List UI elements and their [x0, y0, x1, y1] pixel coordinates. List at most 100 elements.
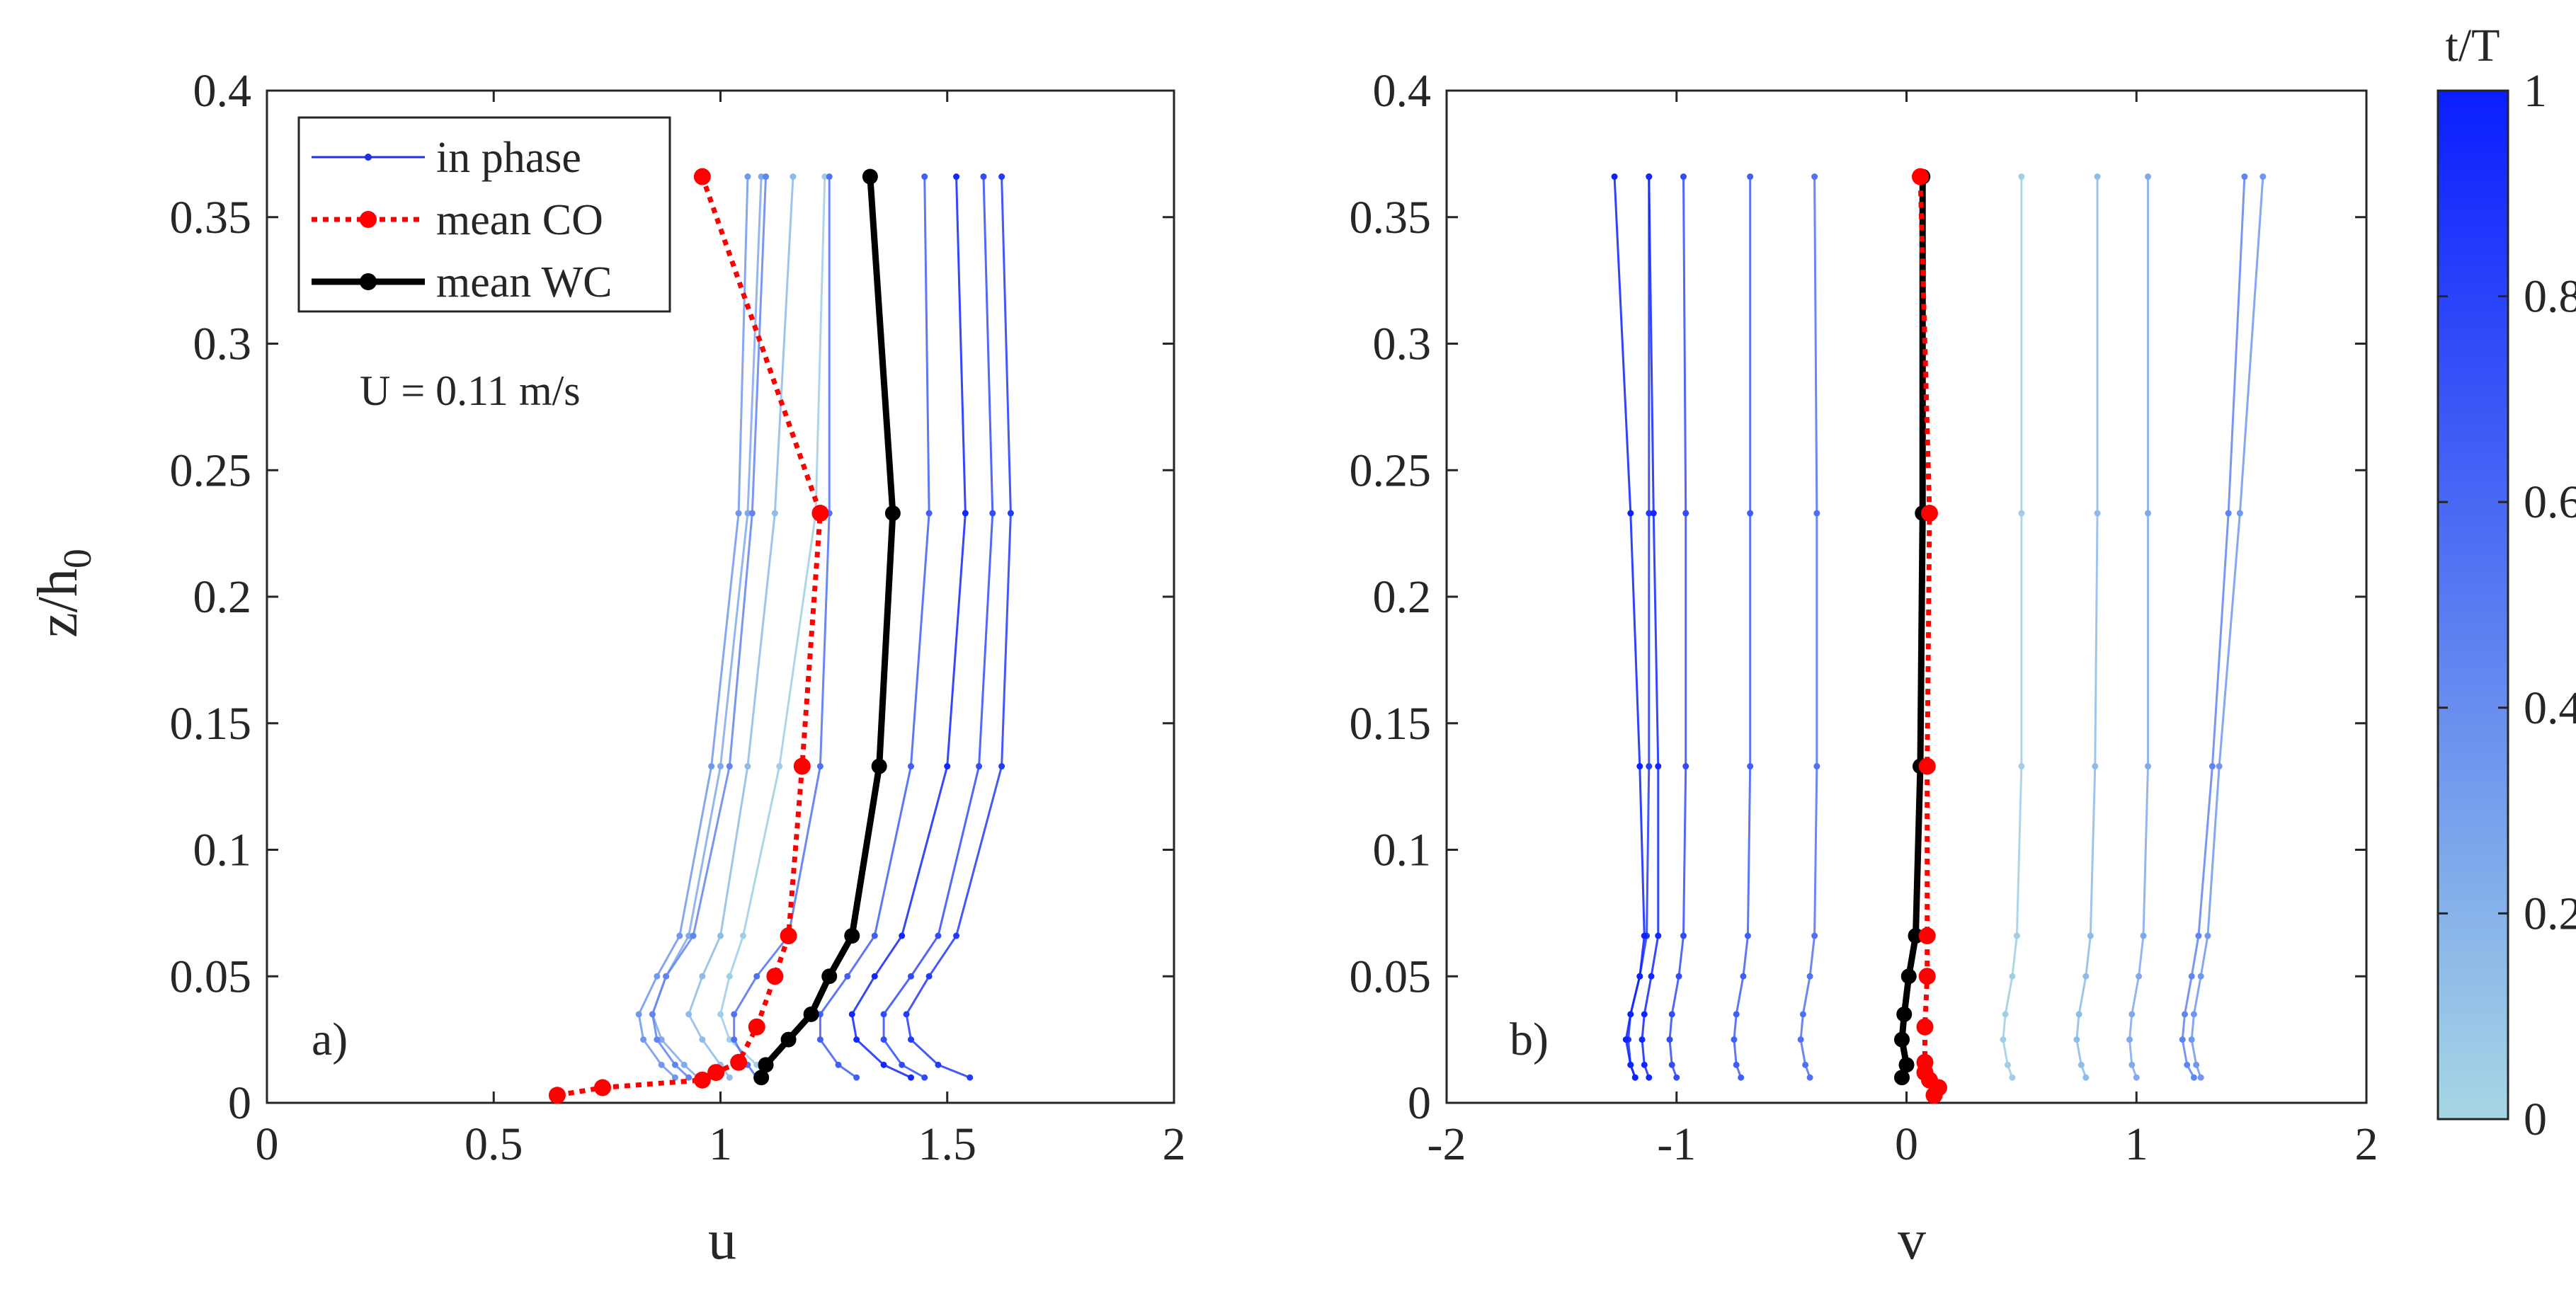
panel-b-phase-point	[2078, 1061, 2085, 1068]
panel-a-phase-point	[744, 510, 751, 517]
panel-b-phase-point	[1747, 173, 1754, 181]
panel-b-phase-point	[2128, 1011, 2136, 1018]
panel-a-phase-point	[649, 1011, 656, 1018]
panel-a-mean-co-point	[693, 1071, 711, 1089]
panel-a-xlabel: u	[708, 1209, 736, 1271]
panel-a-phase-point	[980, 173, 987, 181]
panel-b-phase-point	[1682, 763, 1689, 770]
panel-a-phase-point	[816, 1036, 823, 1043]
panel-a-phase-point	[640, 1036, 647, 1043]
panel-a-phase-point	[925, 973, 933, 980]
panel-b-phase-point	[2092, 763, 2099, 770]
panel-b-ytick-label: 0.2	[1373, 571, 1432, 623]
panel-a-xtick-label: 2	[1163, 1118, 1186, 1170]
panel-a-phase-point	[967, 1074, 974, 1081]
panel-a-phase-point	[726, 1036, 733, 1043]
panel-b-phase-point	[2094, 173, 2101, 181]
panel-a-phase-point	[989, 510, 996, 517]
panel-a-phase-point	[899, 932, 906, 939]
panel-b-phase-point	[1733, 1061, 1740, 1068]
panel-b-phase-point	[2135, 973, 2142, 980]
legend-item-mean-wc: mean WC	[312, 258, 612, 307]
panel-a-phase-point	[690, 932, 697, 939]
panel-b-phase-point	[1744, 932, 1751, 939]
panel-a-phase-point	[908, 1036, 915, 1043]
panel-b-phase-point	[2188, 1036, 2195, 1043]
panel-a-phase-point	[699, 973, 706, 980]
panel-a-phase-point	[880, 1011, 887, 1018]
colorbar-tick-label: 1	[2524, 65, 2547, 117]
panel-b-ytick-label: 0.35	[1350, 192, 1432, 244]
panel-b-phase-point	[1646, 763, 1653, 770]
panel-a-mean-co-point	[811, 505, 829, 522]
panel-a-ylabel: z/h0	[27, 549, 100, 638]
panel-a-mean-wc-point	[844, 928, 860, 944]
panel-a-phase-point	[998, 173, 1005, 181]
legend-label-mean-wc: mean WC	[436, 258, 612, 307]
colorbar-tick-label: 0	[2524, 1094, 2547, 1145]
panel-b-mean-wc-point	[1894, 1031, 1910, 1048]
panel-a-phase-point	[717, 1011, 724, 1018]
colorbar-tick-label: 0.6	[2524, 476, 2576, 528]
panel-b-phase-point	[2197, 1074, 2204, 1081]
panel-a-phase-point	[953, 173, 960, 181]
panel-a-phase-point	[826, 173, 833, 181]
panel-a-phase-point	[726, 763, 733, 770]
panel-a-xtick-label: 0	[256, 1118, 279, 1170]
panel-b-phase-point	[1813, 510, 1820, 517]
panel-a-phase-point	[844, 973, 851, 980]
panel-b-phase-point	[1646, 173, 1653, 181]
panel-b-phase-point	[2209, 763, 2216, 770]
panel-b-phase-point	[1639, 1036, 1646, 1043]
panel-b-phase-point	[1636, 973, 1643, 980]
panel-b-phase-point	[1675, 973, 1682, 980]
panel-a-phase-point	[726, 973, 733, 980]
panel-a-phase-point	[740, 932, 747, 939]
panel-a-phase-point	[871, 932, 878, 939]
panel-b-phase-point	[1611, 173, 1618, 181]
panel-b-phase-point	[2075, 1011, 2082, 1018]
panel-a-phase-point	[708, 763, 715, 770]
panel-a-xtick-label: 1.5	[918, 1118, 977, 1170]
panel-a-mean-wc-point	[862, 168, 878, 185]
panel-b-phase-point	[1731, 1036, 1738, 1043]
panel-a-phase-point	[671, 1061, 678, 1068]
panel-b-phase-point	[1636, 763, 1643, 770]
panel-a-phase-point	[903, 1011, 910, 1018]
panel-a-phase-point	[871, 973, 878, 980]
panel-b-phase-point	[1682, 510, 1689, 517]
panel-a-phase-point	[908, 1074, 915, 1081]
panel-b-phase-point	[1627, 510, 1634, 517]
panel-a-phase-point	[998, 763, 1005, 770]
legend-item-in-phase: in phase	[312, 134, 581, 182]
panel-a-mean-wc-point	[803, 1006, 819, 1022]
panel-a-phase-point	[717, 932, 724, 939]
panel-b-mean-co-point	[1916, 1018, 1934, 1036]
panel-a-phase-point	[899, 1061, 906, 1068]
panel-b-phase-point	[1668, 1061, 1675, 1068]
panel-b-phase-point	[1811, 173, 1818, 181]
panel-a-mean-co-point	[780, 927, 797, 945]
panel-b-ytick-label: 0.05	[1350, 951, 1432, 1002]
panel-b-phase-point	[1673, 1074, 1680, 1081]
panel-a-phase-point	[654, 1036, 661, 1043]
panel-a-phase-point	[699, 1036, 706, 1043]
colorbar-ticks: 0 0.2 0.4 0.6 0.8 1	[2438, 65, 2576, 1145]
panel-b-phase-point	[2225, 510, 2232, 517]
panel-b-phase-point	[1650, 510, 1657, 517]
panel-a-phase-point	[753, 973, 760, 980]
panel-a-phase-point	[908, 763, 915, 770]
panel-a-phase-point	[758, 173, 765, 181]
ylabel-subscript: 0	[56, 549, 100, 568]
panel-b-phase-point	[1806, 1074, 1813, 1081]
panel-b-phase-point	[1802, 1061, 1809, 1068]
panel-b-phase-point	[2002, 1011, 2009, 1018]
panel-a-mean-co-point	[693, 168, 711, 185]
panel-b-xtick-label: 0	[1895, 1118, 1918, 1170]
panel-b-phase-point	[2144, 763, 2151, 770]
panel-a-ytick-label: 0	[228, 1077, 251, 1129]
panel-b-phase-point	[2144, 510, 2151, 517]
panel-a-mean-wc-point	[753, 1070, 770, 1086]
panel-b-phase-point	[2204, 932, 2211, 939]
panel-a-phase-point	[880, 1061, 887, 1068]
